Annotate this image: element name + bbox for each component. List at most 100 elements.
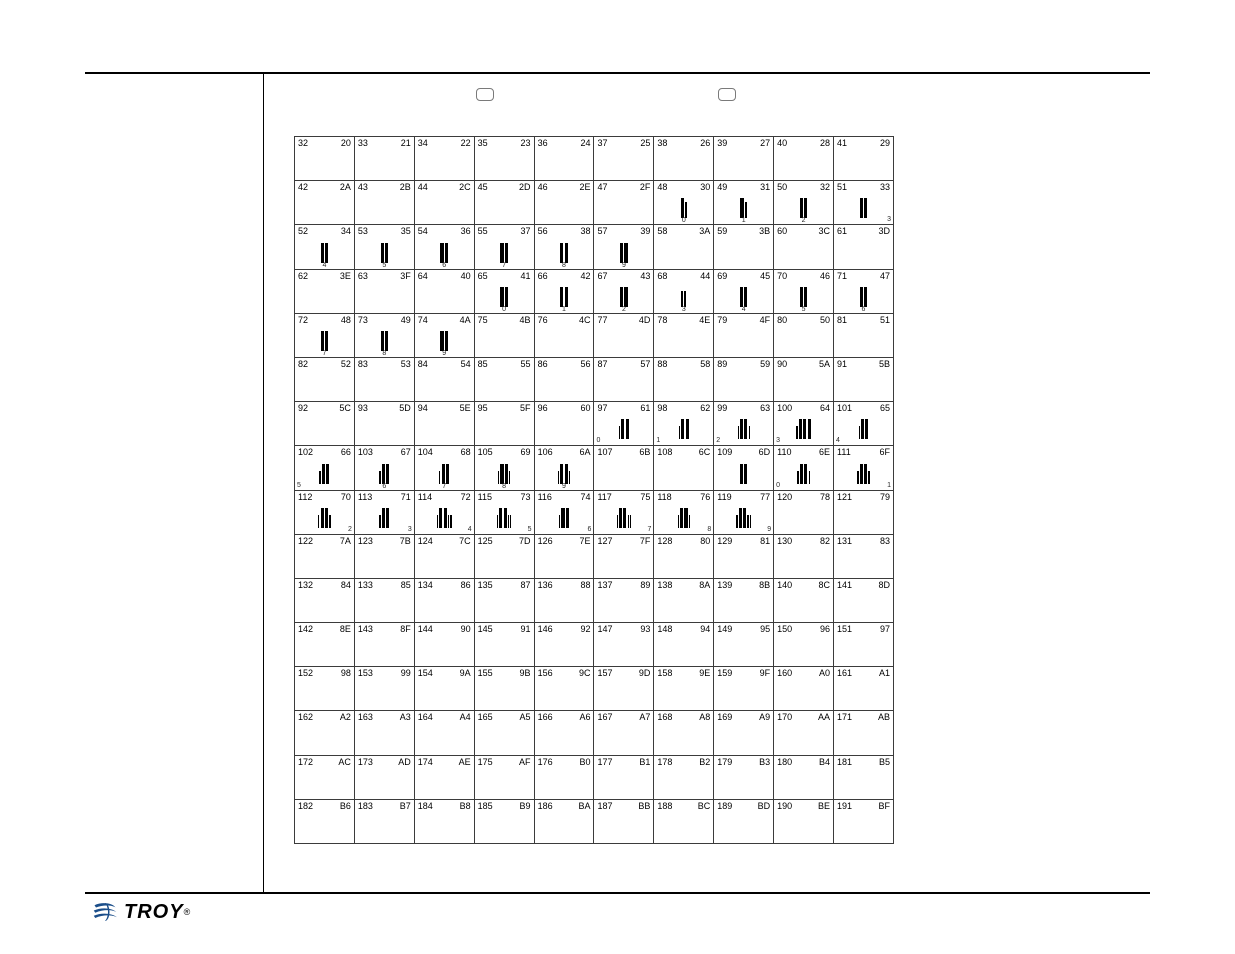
cell-dec: 139 [717,580,732,590]
cell-glyph: 2 [774,196,833,223]
cell-hex: 4D [639,315,651,325]
cell-dec: 186 [538,801,553,811]
char-cell: 8252 [295,357,355,401]
cell-hex: 9C [579,668,591,678]
cell-dec: 163 [358,712,373,722]
char-cell: 113713 [354,490,414,534]
cell-hex: 37 [521,226,531,236]
cell-glyph: 2 [594,285,653,312]
char-cell: 142 8E [295,623,355,667]
cell-hex: 8E [340,624,351,634]
cell-dec: 63 [358,271,368,281]
cell-hex: B4 [819,757,830,767]
cell-hex: 99 [401,668,411,678]
cell-hex: 3F [400,271,411,281]
cell-dec: 98 [657,403,667,413]
char-cell: 1388A [654,578,714,622]
char-cell: 1438F [354,623,414,667]
checkbox-2[interactable] [718,88,736,101]
cell-dec: 185 [478,801,493,811]
char-cell: 105698 [474,446,534,490]
char-cell: 3927 [714,137,774,181]
cell-dec: 85 [478,359,488,369]
checkbox-1[interactable] [476,88,494,101]
char-cell: 1106E0 [774,446,834,490]
cell-hex: 4E [699,315,710,325]
cell-dec: 87 [597,359,607,369]
cell-hex: 56 [580,359,590,369]
cell-hex: AE [459,757,471,767]
cell-hex: 8F [400,624,411,634]
char-cell: 116746 [534,490,594,534]
cell-dec: 176 [538,757,553,767]
char-cell: 1066A9 [534,446,594,490]
char-cell: 56388 [534,225,594,269]
cell-dec: 92 [298,403,308,413]
cell-hex: 8D [878,580,890,590]
cell-hex: BA [578,801,590,811]
cell-glyph-sub: 9 [442,350,446,357]
cell-hex: 95 [760,624,770,634]
cell-dec: 32 [298,138,308,148]
cell-hex: AA [818,712,830,722]
cell-dec: 124 [418,536,433,546]
char-cell: 182B6 [295,799,355,843]
cell-dec: 101 [837,403,852,413]
cell-dec: 131 [837,536,852,546]
char-cell: 1589E [654,667,714,711]
cell-dec: 165 [478,712,493,722]
cell-dec: 69 [717,271,727,281]
cell-dec: 190 [777,801,792,811]
cell-dec: 64 [418,271,428,281]
cell-glyph: 7 [295,329,354,356]
cell-dec: 88 [657,359,667,369]
cell-dec: 110 [777,447,791,457]
char-cell: 1599F [714,667,774,711]
cell-dec: 43 [358,182,368,192]
cell-glyph-sub: 2 [622,306,626,313]
cell-dec: 89 [717,359,727,369]
cell-hex: 2B [400,182,411,192]
cell-hex: B8 [460,801,471,811]
cell-glyph: 6 [415,241,474,268]
cell-hex: 70 [341,492,351,502]
cell-hex: 88 [580,580,590,590]
char-cell: 115735 [474,490,534,534]
logo: TROY ® [90,900,190,924]
cell-dec: 111 [837,447,851,457]
cell-glyph-sub: 4 [742,306,746,313]
cell-glyph-sub: 6 [862,306,866,313]
cell-hex: AF [519,757,531,767]
cell-hex: 93 [640,624,650,634]
char-cell: 178B2 [654,755,714,799]
cell-dec: 78 [657,315,667,325]
cell-glyph: 6 [535,506,594,533]
char-cell: 442C [414,181,474,225]
cell-dec: 140 [777,580,792,590]
char-cell: 8151 [834,313,894,357]
cell-hex: 24 [580,138,590,148]
char-cell: 188BC [654,799,714,843]
cell-dec: 168 [657,712,672,722]
cell-dec: 142 [298,624,313,634]
cell-hex: 89 [640,580,650,590]
cell-dec: 39 [717,138,727,148]
cell-dec: 45 [478,182,488,192]
char-cell: 1116F1 [834,446,894,490]
char-cell: 98621 [654,402,714,446]
cell-dec: 46 [538,182,548,192]
cell-glyph-sub: 3 [776,437,780,444]
cell-hex: 9F [760,668,771,678]
cell-dec: 120 [777,492,792,502]
cell-hex: 96 [820,624,830,634]
char-cell: 52344 [295,225,355,269]
cell-hex: 2A [340,182,351,192]
char-cell: 6440 [414,269,474,313]
char-cell: 70465 [774,269,834,313]
cell-dec: 54 [418,226,428,236]
cell-dec: 52 [298,226,308,236]
cell-dec: 82 [298,359,308,369]
cell-glyph: 3 [654,285,713,312]
char-cell: 167A7 [594,711,654,755]
cell-dec: 96 [538,403,548,413]
